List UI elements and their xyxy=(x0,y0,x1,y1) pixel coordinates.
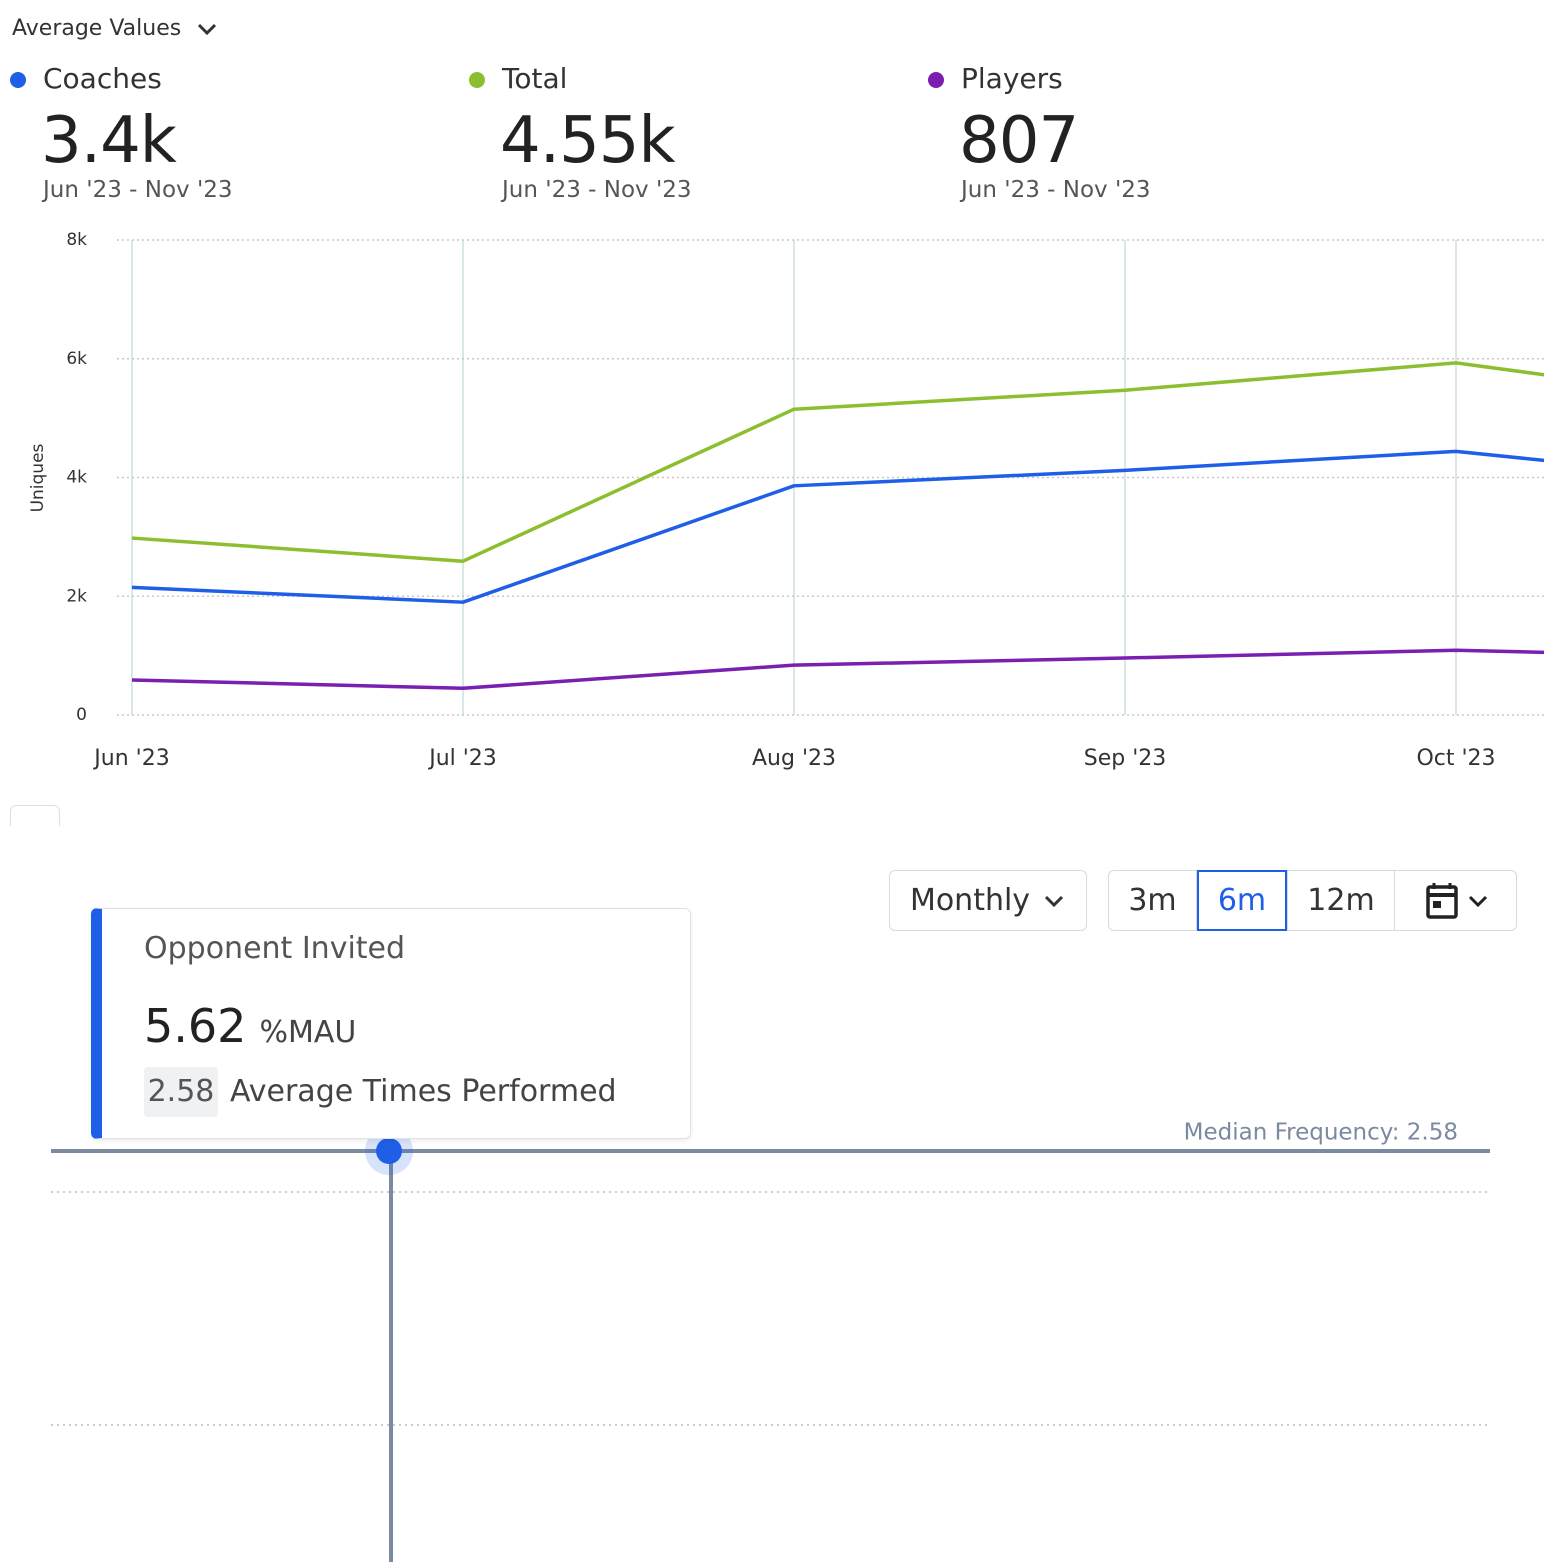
chevron xyxy=(1045,895,1064,907)
range-button[interactable]: 3m xyxy=(1108,870,1197,931)
summary-value: 3.4k xyxy=(41,104,177,178)
tooltip-card: Opponent Invited 5.62 %MAU 2.58 Average … xyxy=(91,908,691,1139)
series-line xyxy=(131,648,1544,691)
point[interactable] xyxy=(376,1138,402,1164)
tooltip-value-row: 5.62 %MAU xyxy=(144,999,356,1053)
range-button[interactable]: 12m xyxy=(1287,870,1395,931)
average-values-dropdown[interactable]: Average Values xyxy=(12,16,218,41)
y-tick-label: 8k xyxy=(66,230,87,250)
summary-range: Jun '23 - Nov '23 xyxy=(961,177,1151,203)
summary-value: 807 xyxy=(959,104,1079,178)
legend-name: Players xyxy=(961,62,1063,95)
series-line xyxy=(131,361,1544,563)
calendar-dropdown[interactable] xyxy=(1394,870,1517,931)
x-tick-label: Aug '23 xyxy=(752,746,836,771)
y-tick-label: 0 xyxy=(76,705,87,725)
summary-value: 4.55k xyxy=(500,104,676,178)
legend-dot xyxy=(469,72,485,88)
y-tick-label: 6k xyxy=(66,349,87,369)
calendar-icon xyxy=(1425,882,1487,919)
y-tick-label: 2k xyxy=(66,586,87,606)
median-label: Median Frequency: 2.58 xyxy=(1184,1120,1458,1146)
tooltip-frequency: 2.58 xyxy=(144,1067,218,1117)
legend-name: Total xyxy=(502,62,568,95)
tooltip-value: 5.62 xyxy=(144,999,247,1053)
tooltip-title: Opponent Invited xyxy=(144,931,406,966)
summary-range: Jun '23 - Nov '23 xyxy=(502,177,692,203)
x-tick-label: Jun '23 xyxy=(92,746,169,771)
tooltip-unit: %MAU xyxy=(259,1015,357,1050)
x-tick-label: Oct '23 xyxy=(1416,746,1495,771)
legend-name: Coaches xyxy=(43,62,162,95)
dropdown-label: Average Values xyxy=(12,16,182,41)
legend-dot xyxy=(928,72,944,88)
legend-dot xyxy=(10,72,26,88)
frequency-chart: Median Frequency: 2.58 xyxy=(51,1120,1490,1562)
x-tick-label: Jul '23 xyxy=(427,746,497,771)
range-button[interactable]: 6m xyxy=(1197,870,1287,931)
x-tick-label: Sep '23 xyxy=(1084,746,1167,771)
tooltip-frequency-label: Average Times Performed xyxy=(230,1074,617,1109)
series-line xyxy=(131,449,1544,604)
interval-dropdown[interactable]: Monthly xyxy=(889,870,1087,931)
tab[interactable] xyxy=(10,805,60,826)
y-tick-label: 4k xyxy=(66,468,87,488)
y-axis-label: Uniques xyxy=(28,443,48,512)
chevron xyxy=(198,23,217,36)
line-chart: Uniques Jun '23 Jul '23 Aug '23 Sep '23 Oct … xyxy=(28,230,1544,771)
interval-label: Monthly xyxy=(909,883,1031,918)
summary-range: Jun '23 - Nov '23 xyxy=(43,177,233,203)
